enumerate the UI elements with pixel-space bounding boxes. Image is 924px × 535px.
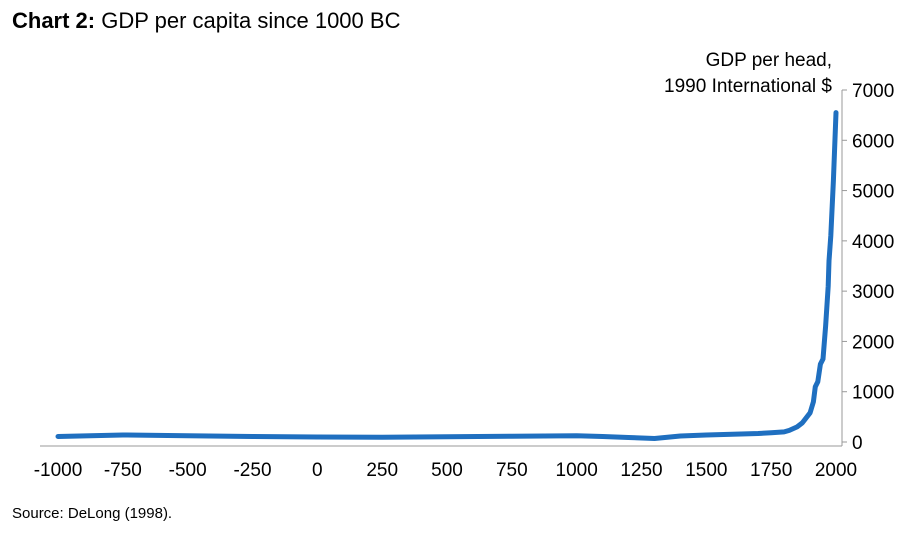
chart-title-text: GDP per capita since 1000 BC [101,8,401,33]
y-axis-ticks: 0 1000 2000 3000 4000 5000 6000 7000 [842,81,894,454]
y-tick-label: 2000 [852,332,894,353]
x-tick-label: 2000 [815,460,857,481]
y-tick-label: 5000 [852,182,894,203]
x-tick-label: -250 [233,460,271,481]
y-tick-label: 0 [852,433,863,454]
x-tick-label: 1000 [556,460,598,481]
x-tick-label: 1500 [685,460,727,481]
x-tick-label: 0 [312,460,323,481]
chart-title: Chart 2: GDP per capita since 1000 BC [12,8,400,34]
x-tick-label: -1000 [34,460,83,481]
x-axis-ticks: -1000 -750 -500 -250 0 250 500 750 1000 1250 1500 1… [34,460,857,481]
gdp-per-capita-line [55,110,839,441]
y-tick-label: 4000 [852,232,894,253]
chart-title-prefix: Chart 2: [12,8,96,33]
x-tick-label: 500 [431,460,463,481]
x-tick-label: 1250 [620,460,662,481]
y-tick-label: 1000 [852,383,894,404]
y-axis-label-line2: 1990 International $ [664,76,832,97]
source-note: Source: DeLong (1998). [12,505,173,522]
x-tick-label: -500 [169,460,207,481]
x-tick-label: 250 [366,460,398,481]
x-tick-label: -750 [104,460,142,481]
y-tick-label: 7000 [852,81,894,102]
x-tick-label: 750 [496,460,528,481]
y-axis-label-line1: GDP per head, [705,50,832,71]
y-tick-label: 3000 [852,282,894,303]
y-axis-label: GDP per head, 1990 International $ [664,48,832,100]
x-tick-label: 1750 [750,460,792,481]
y-tick-label: 6000 [852,131,894,152]
